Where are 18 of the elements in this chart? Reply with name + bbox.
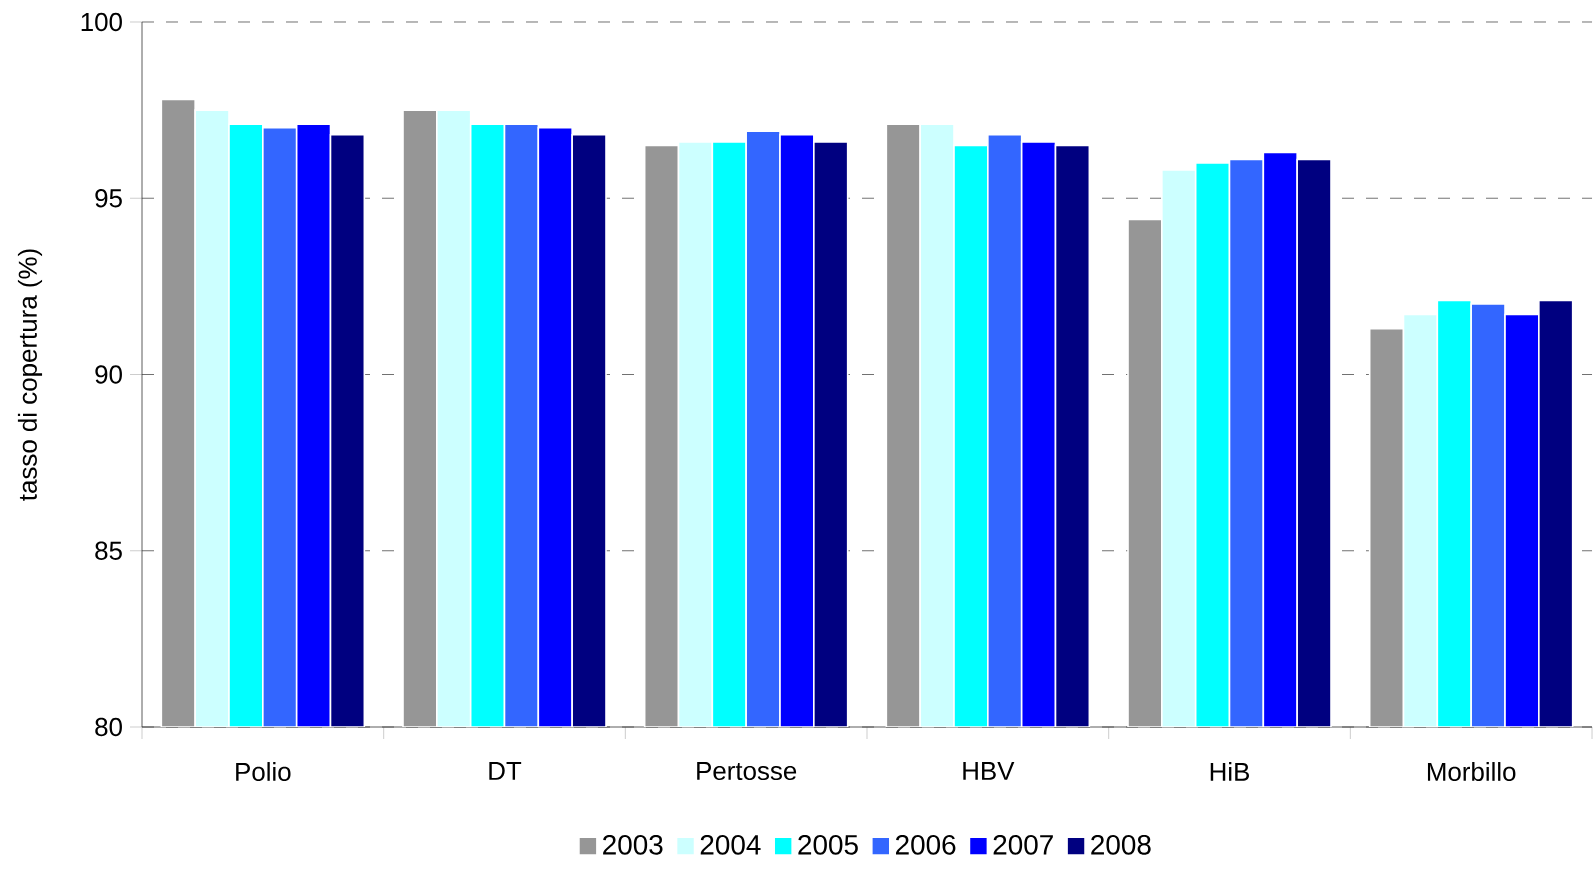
x-tick-label: HiB bbox=[1210, 762, 1249, 781]
x-tick-label: Polio bbox=[236, 762, 291, 782]
x-tick-label: DT bbox=[489, 762, 522, 780]
legend-label: 2005 bbox=[798, 834, 858, 855]
legend-label: 2008 bbox=[1091, 834, 1151, 855]
y-tick-label: 90 bbox=[95, 365, 122, 384]
y-tick-label: 80 bbox=[95, 717, 122, 737]
y-axis-title: tasso di copertura (%) bbox=[17, 249, 43, 501]
x-tick-label: Morbillo bbox=[1427, 762, 1516, 782]
legend-label: 2007 bbox=[993, 834, 1053, 855]
legend-label: 2004 bbox=[700, 834, 761, 855]
legend-label: 2003 bbox=[603, 834, 663, 855]
y-tick-label: 85 bbox=[95, 541, 122, 560]
y-tick-label: 100 bbox=[81, 12, 122, 32]
y-tick-label: 95 bbox=[95, 189, 122, 208]
x-tick-label: HBV bbox=[963, 762, 1015, 780]
legend-label: 2006 bbox=[895, 834, 956, 855]
x-tick-label: Pertosse bbox=[697, 762, 797, 781]
